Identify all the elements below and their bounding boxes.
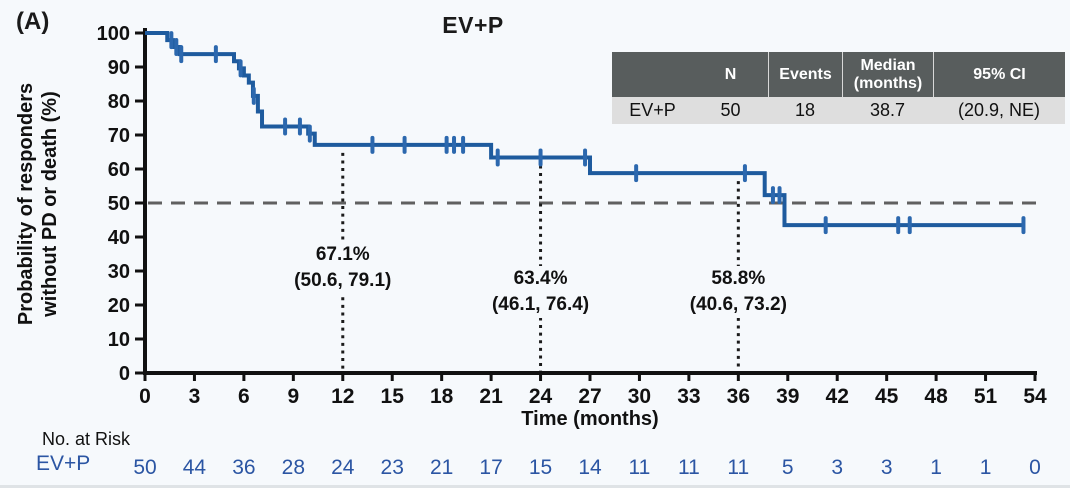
risk-table-label: No. at Risk bbox=[42, 429, 131, 449]
x-tick-label: 54 bbox=[1023, 385, 1047, 408]
x-tick-label: 51 bbox=[974, 385, 998, 408]
risk-count: 17 bbox=[479, 456, 502, 479]
summary-header-ci: 95% CI bbox=[933, 52, 1065, 97]
milestone-annotation-12: 67.1% (50.6, 79.1) bbox=[289, 242, 397, 294]
x-tick-label: 39 bbox=[776, 385, 799, 408]
x-tick-label: 48 bbox=[924, 385, 948, 408]
summary-cell-events: 18 bbox=[794, 100, 816, 120]
milestone-value: 67.1% bbox=[315, 244, 370, 265]
risk-count: 11 bbox=[727, 456, 749, 479]
summary-header-blank bbox=[612, 52, 693, 97]
x-tick-label: 45 bbox=[875, 385, 899, 408]
x-tick-label: 30 bbox=[628, 385, 651, 408]
y-tick-label: 0 bbox=[119, 363, 130, 385]
x-axis-title: Time (months) bbox=[521, 408, 659, 430]
x-tick-label: 18 bbox=[430, 385, 454, 408]
risk-count: 5 bbox=[782, 456, 794, 479]
y-tick-label: 60 bbox=[108, 159, 130, 181]
x-tick-label: 3 bbox=[189, 385, 201, 408]
risk-count: 23 bbox=[381, 456, 404, 479]
risk-count: 1 bbox=[980, 456, 992, 479]
summary-header-n: N bbox=[724, 65, 737, 83]
risk-row-arm-label: EV+P bbox=[36, 452, 91, 475]
y-tick-label: 50 bbox=[108, 193, 130, 215]
summary-table-row: EV+P 50 18 38.7 (20.9, NE) bbox=[612, 97, 1065, 124]
risk-count: 0 bbox=[1029, 456, 1041, 479]
y-tick-label: 90 bbox=[108, 57, 130, 79]
risk-count: 50 bbox=[133, 456, 156, 479]
y-tick-label: 10 bbox=[108, 329, 130, 351]
x-tick-label: 9 bbox=[287, 385, 299, 408]
bottom-border bbox=[0, 485, 1070, 488]
risk-count: 3 bbox=[881, 456, 893, 479]
risk-count: 14 bbox=[578, 456, 602, 479]
x-tick-label: 6 bbox=[238, 385, 250, 408]
summary-table: N Events Median (months) 95% CI EV+P 50 … bbox=[612, 52, 1065, 124]
panel-label: (A) bbox=[16, 8, 50, 35]
risk-count: 36 bbox=[232, 456, 255, 479]
risk-count: 11 bbox=[678, 456, 700, 479]
chart-title: EV+P bbox=[442, 12, 504, 38]
x-tick-label: 21 bbox=[479, 385, 503, 408]
x-tick-label: 42 bbox=[826, 385, 849, 408]
x-tick-label: 36 bbox=[727, 385, 750, 408]
x-tick-label: 15 bbox=[381, 385, 405, 408]
summary-header-events: Events bbox=[768, 52, 842, 97]
milestone-annotation-24: 63.4% (46.1, 76.4) bbox=[486, 266, 595, 318]
y-tick-label: 80 bbox=[108, 91, 130, 113]
y-tick-label: 40 bbox=[108, 227, 130, 249]
risk-count: 28 bbox=[282, 456, 305, 479]
summary-cell-n: 50 bbox=[720, 100, 741, 120]
x-tick-label: 33 bbox=[677, 385, 700, 408]
y-tick-label: 70 bbox=[108, 125, 130, 147]
risk-count: 21 bbox=[430, 456, 453, 479]
x-tick-label: 12 bbox=[331, 385, 354, 408]
summary-cell-arm: EV+P bbox=[629, 100, 676, 120]
risk-count: 44 bbox=[183, 456, 207, 479]
risk-count: 3 bbox=[831, 456, 843, 479]
milestone-ci: (46.1, 76.4) bbox=[491, 294, 590, 315]
summary-table-header: N Events Median (months) 95% CI bbox=[612, 52, 1065, 97]
x-tick-label: 24 bbox=[529, 385, 553, 408]
x-tick-label: 27 bbox=[578, 385, 601, 408]
risk-count: 24 bbox=[331, 456, 355, 479]
milestone-ci: (50.6, 79.1) bbox=[294, 270, 392, 291]
y-tick-label: 100 bbox=[97, 23, 130, 45]
summary-cell-ci: (20.9, NE) bbox=[957, 100, 1041, 120]
y-tick-label: 20 bbox=[108, 295, 130, 317]
milestone-ci: (40.6, 73.2) bbox=[689, 294, 787, 315]
y-tick-label: 30 bbox=[108, 261, 130, 283]
risk-count: 1 bbox=[930, 456, 942, 479]
summary-header-median: Median (months) bbox=[842, 52, 933, 97]
milestone-value: 58.8% bbox=[711, 268, 766, 289]
risk-count: 11 bbox=[629, 456, 651, 479]
milestone-annotation-36: 58.8% (40.6, 73.2) bbox=[684, 266, 792, 318]
risk-count: 15 bbox=[529, 456, 552, 479]
milestone-value: 63.4% bbox=[513, 268, 568, 289]
x-tick-label: 0 bbox=[139, 385, 151, 408]
summary-cell-median: 38.7 bbox=[869, 100, 906, 120]
